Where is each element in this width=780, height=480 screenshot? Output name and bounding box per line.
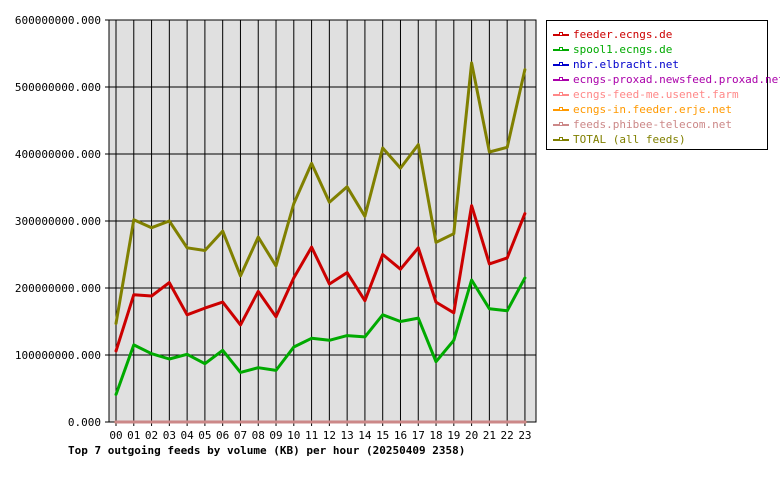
legend-item: spool1.ecngs.de — [547, 42, 767, 57]
x-tick-label: 23 — [518, 429, 531, 442]
x-tick-label: 20 — [465, 429, 478, 442]
x-tick-label: 08 — [252, 429, 265, 442]
x-tick-label: 15 — [376, 429, 389, 442]
legend-swatch — [553, 77, 569, 81]
x-tick-label: 10 — [287, 429, 300, 442]
legend-label: feeder.ecngs.de — [573, 28, 673, 41]
y-tick-label: 200000000.000 — [15, 282, 101, 295]
x-tick-label: 00 — [109, 429, 122, 442]
legend-swatch — [553, 92, 569, 96]
x-tick-label: 01 — [127, 429, 140, 442]
x-tick-label: 22 — [501, 429, 514, 442]
series-lines — [114, 61, 527, 424]
y-tick-label: 100000000.000 — [15, 349, 101, 362]
series-line-0 — [114, 204, 527, 353]
legend-swatch — [553, 47, 569, 51]
x-tick-label: 03 — [163, 429, 176, 442]
legend-label: feeds.phibee-telecom.net — [573, 118, 732, 131]
x-tick-label: 13 — [341, 429, 354, 442]
series-line-7 — [114, 61, 527, 325]
x-tick-label: 16 — [394, 429, 407, 442]
x-tick-label: 09 — [269, 429, 282, 442]
y-tick-label: 500000000.000 — [15, 81, 101, 94]
legend-item: ecngs-in.feeder.erje.net — [547, 102, 767, 117]
x-axis: 00 01 02 03 04 05 06 07 08 09 10 11 12 13 14 15 16 17 18 19… — [109, 422, 532, 442]
y-tick-label: 400000000.000 — [15, 148, 101, 161]
legend-label: TOTAL (all feeds) — [573, 133, 686, 146]
legend-swatch — [553, 62, 569, 66]
legend-label: nbr.elbracht.net — [573, 58, 679, 71]
series-line-1 — [114, 276, 527, 396]
x-tick-label: 07 — [234, 429, 247, 442]
y-tick-label: 600000000.000 — [15, 14, 101, 27]
legend: feeder.ecngs.de spool1.ecngs.de nbr.elbrac… — [546, 20, 780, 150]
y-axis: 0.000 100000000.000 200000000.000 300000000… — [15, 14, 109, 429]
legend-label: spool1.ecngs.de — [573, 43, 673, 56]
legend-swatch — [553, 32, 569, 36]
chart-title: Top 7 outgoing feeds by volume (KB) per … — [68, 444, 466, 457]
x-tick-label: 18 — [429, 429, 442, 442]
legend-swatch — [553, 122, 569, 126]
x-tick-label: 12 — [323, 429, 336, 442]
x-tick-label: 05 — [198, 429, 211, 442]
legend-swatch — [553, 137, 569, 141]
x-tick-label: 14 — [358, 429, 372, 442]
x-tick-label: 02 — [145, 429, 158, 442]
x-tick-label: 19 — [447, 429, 460, 442]
legend-swatch — [553, 107, 569, 111]
legend-label: ecngs-in.feeder.erje.net — [573, 103, 732, 116]
legend-label: ecngs-feed-me.usenet.farm — [573, 88, 739, 101]
x-tick-label: 11 — [305, 429, 318, 442]
x-tick-label: 04 — [180, 429, 194, 442]
legend-item: feeder.ecngs.de — [547, 27, 767, 42]
legend-item: ecngs-proxad.newsfeed.proxad.net — [547, 72, 780, 87]
legend-item: ecngs-feed-me.usenet.farm — [547, 87, 767, 102]
y-tick-label: 0.000 — [68, 416, 101, 429]
x-tick-label: 17 — [412, 429, 425, 442]
legend-item: nbr.elbracht.net — [547, 57, 767, 72]
legend-item: feeds.phibee-telecom.net — [547, 117, 767, 132]
legend-item: TOTAL (all feeds) — [547, 132, 767, 147]
x-tick-label: 21 — [483, 429, 496, 442]
legend-label: ecngs-proxad.newsfeed.proxad.net — [573, 73, 780, 86]
x-tick-label: 06 — [216, 429, 229, 442]
y-tick-label: 300000000.000 — [15, 215, 101, 228]
